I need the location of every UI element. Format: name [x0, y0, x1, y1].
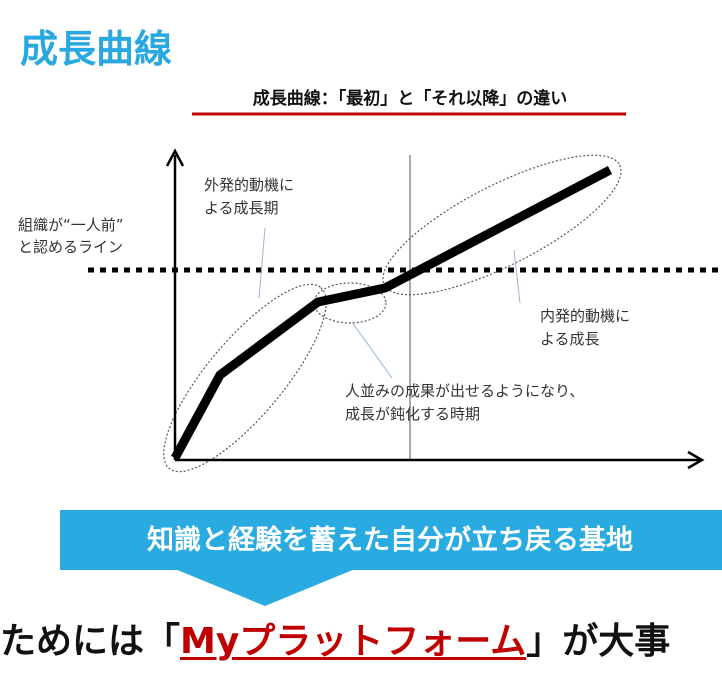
early-label: よる成長期 [204, 199, 279, 217]
conclusion-highlight: Myプラットフォーム [180, 621, 527, 662]
intrinsic-label: 内発的動機に [540, 307, 630, 325]
threshold-label: 組織が“一人前” [18, 216, 124, 234]
conclusion-text: ためには「 [0, 621, 181, 662]
y-arrow [165, 148, 185, 167]
plateau-label: 人並みの成果が出せるようになり、 [345, 382, 584, 400]
banner-arrow [175, 569, 355, 606]
early-label: 外発的動機に [204, 176, 294, 194]
banner [60, 510, 722, 570]
ellipse-early [163, 283, 327, 473]
plateau-label: 成長が鈍化する時期 [345, 405, 480, 423]
banner-text: 知識と経験を蓄えた自分が立ち戻る基地 [147, 524, 633, 556]
growth-curve [171, 166, 613, 461]
threshold-label: と認めるライン [18, 238, 123, 256]
subtitle: 成長曲線：「最初」と「それ以降」の違い [253, 88, 568, 109]
conclusion-text: 」が大事 [526, 621, 671, 662]
x-arrow [687, 450, 705, 470]
leader-intrinsic [513, 249, 521, 304]
conclusion: ためには「Myプラットフォーム」が大事 [0, 612, 670, 664]
leader-plateau [351, 321, 393, 379]
leader-early [258, 227, 266, 299]
intrinsic-label: よる成長 [540, 330, 600, 348]
title: 成長曲線 [20, 27, 172, 71]
